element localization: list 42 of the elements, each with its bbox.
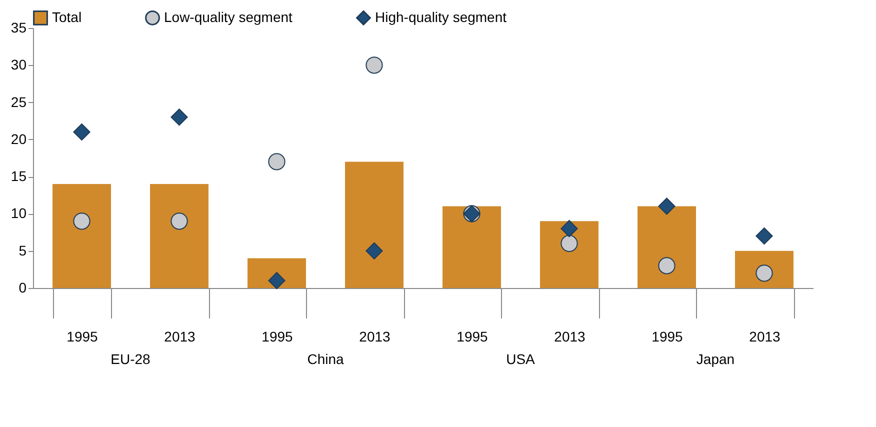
text: Japan xyxy=(696,351,735,367)
point xyxy=(268,153,286,170)
bar xyxy=(638,206,696,288)
point xyxy=(73,212,90,230)
text: EU-28 xyxy=(110,351,151,367)
point xyxy=(366,56,383,74)
y-tick-label: 0 xyxy=(18,280,27,296)
x-tick-label: 2013 xyxy=(554,328,586,344)
legend-label: Total xyxy=(52,8,82,25)
y-tick-label: 30 xyxy=(10,56,27,73)
point xyxy=(560,234,578,252)
x-tick-label: 1995 xyxy=(652,328,684,344)
y-tick-label: 10 xyxy=(10,205,27,222)
point xyxy=(658,198,676,215)
y-tick-label: 15 xyxy=(10,168,27,184)
bar xyxy=(248,258,306,288)
legend-label: High-quality segment xyxy=(375,8,507,25)
y-tick-label: 35 xyxy=(10,20,27,36)
legend-label: Low-quality segment xyxy=(164,8,293,25)
bar xyxy=(442,206,501,288)
point xyxy=(73,123,90,141)
bar xyxy=(540,221,598,288)
x-tick-label: 1995 xyxy=(262,328,294,344)
x-tick-label: 2013 xyxy=(749,328,781,344)
y-tick-label: 20 xyxy=(10,130,27,147)
point xyxy=(756,227,773,245)
x-tick-label: 2013 xyxy=(359,328,391,344)
x-tick-label: 1995 xyxy=(66,328,98,344)
text: USA xyxy=(506,351,536,367)
text: China xyxy=(307,351,344,367)
point xyxy=(170,108,188,126)
bar xyxy=(345,162,404,288)
y-tick-label: 25 xyxy=(10,94,27,110)
point xyxy=(658,257,676,274)
point xyxy=(560,220,578,238)
y-tick-label: 5 xyxy=(18,242,27,258)
bar xyxy=(52,184,111,288)
point xyxy=(170,212,188,230)
bar xyxy=(150,184,208,288)
x-tick-label: 2013 xyxy=(164,328,196,344)
point xyxy=(366,242,383,260)
x-tick-label: 1995 xyxy=(456,328,488,344)
